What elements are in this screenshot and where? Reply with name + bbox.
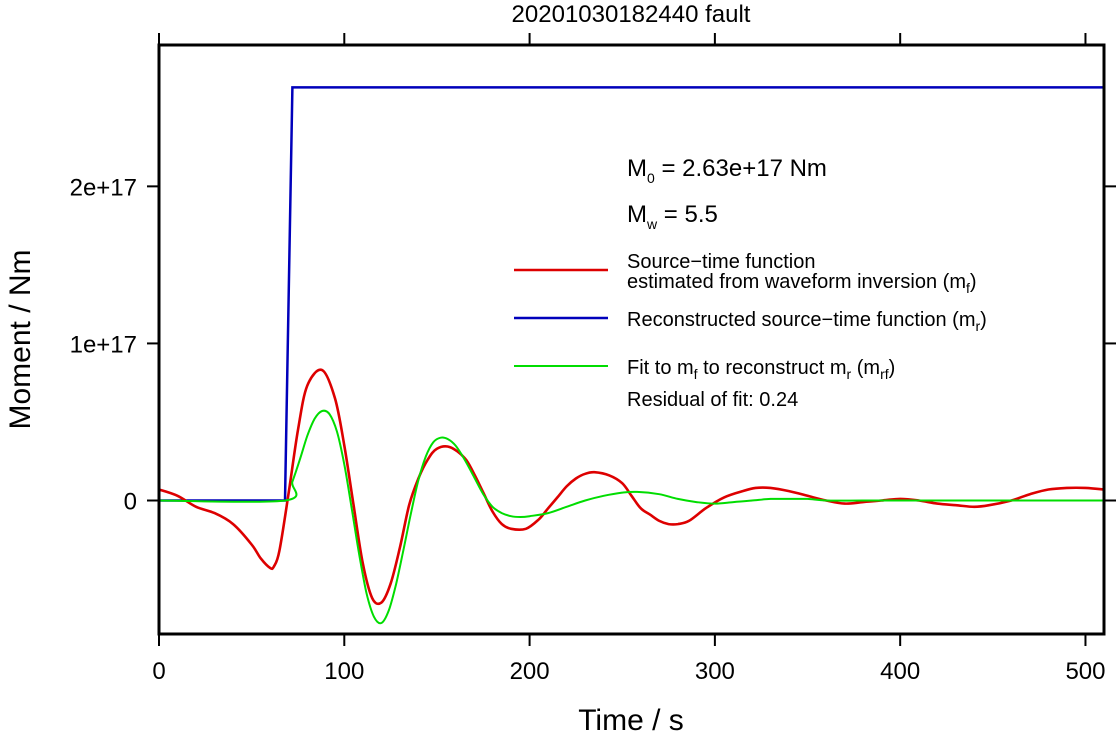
series-line-mr [159, 86, 1104, 502]
series-line-mrf [159, 409, 1104, 625]
x-axis-label: Time / s [578, 704, 684, 736]
y-tick-label: 0 [124, 488, 137, 515]
moment-magnitude-annotation: Mw = 5.5 [627, 201, 718, 232]
seismic-moment-annotation: M0 = 2.63e+17 Nm [627, 155, 827, 186]
y-axis-label: Moment / Nm [4, 249, 37, 429]
legend-label-mr: Reconstructed source−time function (mr) [627, 309, 987, 334]
series-layer [159, 86, 1104, 625]
y-tick-label: 1e+17 [70, 331, 137, 358]
x-tick-label: 500 [1065, 658, 1105, 685]
x-tick-label: 400 [880, 658, 920, 685]
legend-label-mf-line2: estimated from waveform inversion (mf) [627, 271, 977, 296]
residual-annotation: Residual of fit: 0.24 [627, 389, 798, 411]
legend-label-mf-line1: Source−time function [627, 251, 815, 273]
legend-label-mrf: Fit to mf to reconstruct mr (mrf) [627, 357, 895, 382]
x-tick-label: 300 [695, 658, 735, 685]
ticks-layer: 0 100 200 300 400 500 0 1e+17 2e+17 [70, 33, 1116, 685]
x-tick-label: 0 [152, 658, 165, 685]
chart-title: 20201030182440 fault [512, 1, 751, 28]
legend: Source−time function estimated from wave… [514, 251, 987, 411]
x-tick-label: 200 [510, 658, 550, 685]
x-tick-label: 100 [324, 658, 364, 685]
y-tick-label: 2e+17 [70, 174, 137, 201]
plot-frame [157, 43, 1106, 636]
